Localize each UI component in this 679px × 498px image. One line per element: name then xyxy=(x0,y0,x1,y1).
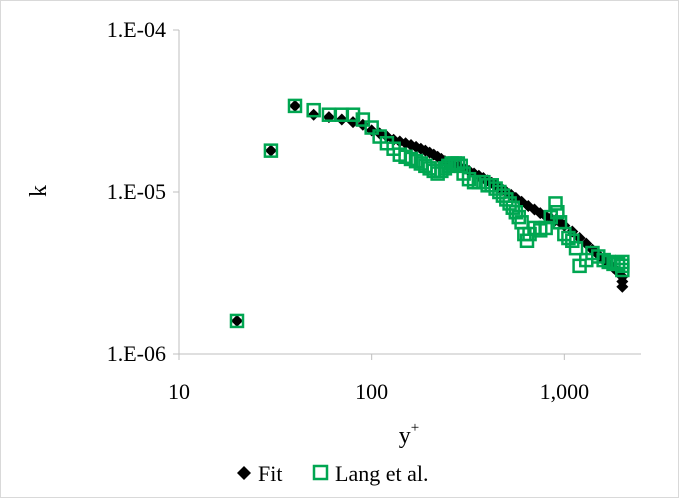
legend-diamond-marker-icon xyxy=(237,466,251,480)
lang-et-al-data-point xyxy=(364,120,379,135)
x-tick-label: 10 xyxy=(168,379,190,404)
fit-data-point xyxy=(264,144,277,157)
lang-et-al-data-point xyxy=(550,204,565,220)
x-axis-title-superscript: + xyxy=(411,420,419,436)
legend-label-lang-et-al: Lang et al. xyxy=(335,461,428,486)
lang-et-al-data-point xyxy=(568,240,584,256)
lang-et-al-data-point xyxy=(287,98,303,114)
lang-et-al-data-point xyxy=(263,143,279,158)
series-fit xyxy=(230,99,629,327)
fit-data-point xyxy=(230,314,243,327)
y-tick-label: 1.E-05 xyxy=(107,179,166,204)
x-tick-label: 100 xyxy=(355,379,388,404)
x-tick-label: 1,000 xyxy=(540,379,590,404)
x-axis-title-main: y xyxy=(399,423,411,449)
lang-et-al-data-point xyxy=(565,233,580,249)
legend-label-fit: Fit xyxy=(258,461,282,486)
legend-item-fit: Fit xyxy=(237,461,282,486)
y-tick-label: 1.E-04 xyxy=(107,17,166,42)
x-axis-title: y+ xyxy=(399,420,419,449)
y-axis-ticks: 1.E-06 1.E-05 1.E-04 xyxy=(107,17,179,366)
y-tick-label: 1.E-06 xyxy=(107,341,166,366)
fit-data-point xyxy=(616,280,629,293)
axes xyxy=(178,30,641,355)
lang-et-al-data-point xyxy=(548,196,563,211)
legend: Fit Lang et al. xyxy=(237,461,428,486)
series-lang-et-al xyxy=(229,98,630,329)
y-axis-title: k xyxy=(26,185,52,197)
lang-et-al-data-point xyxy=(355,112,371,127)
lang-et-al-data-point xyxy=(306,102,321,118)
fit-data-point xyxy=(288,99,301,112)
legend-item-lang-et-al: Lang et al. xyxy=(312,461,428,486)
lang-et-al-data-point xyxy=(453,158,469,174)
lang-et-al-data-point xyxy=(229,313,245,329)
lang-et-al-data-point xyxy=(615,262,630,278)
x-axis-ticks: 10 100 1,000 xyxy=(168,354,589,404)
fit-data-point xyxy=(307,108,320,121)
lang-et-al-data-point xyxy=(561,230,576,246)
legend-open-square-marker-icon xyxy=(312,464,329,481)
